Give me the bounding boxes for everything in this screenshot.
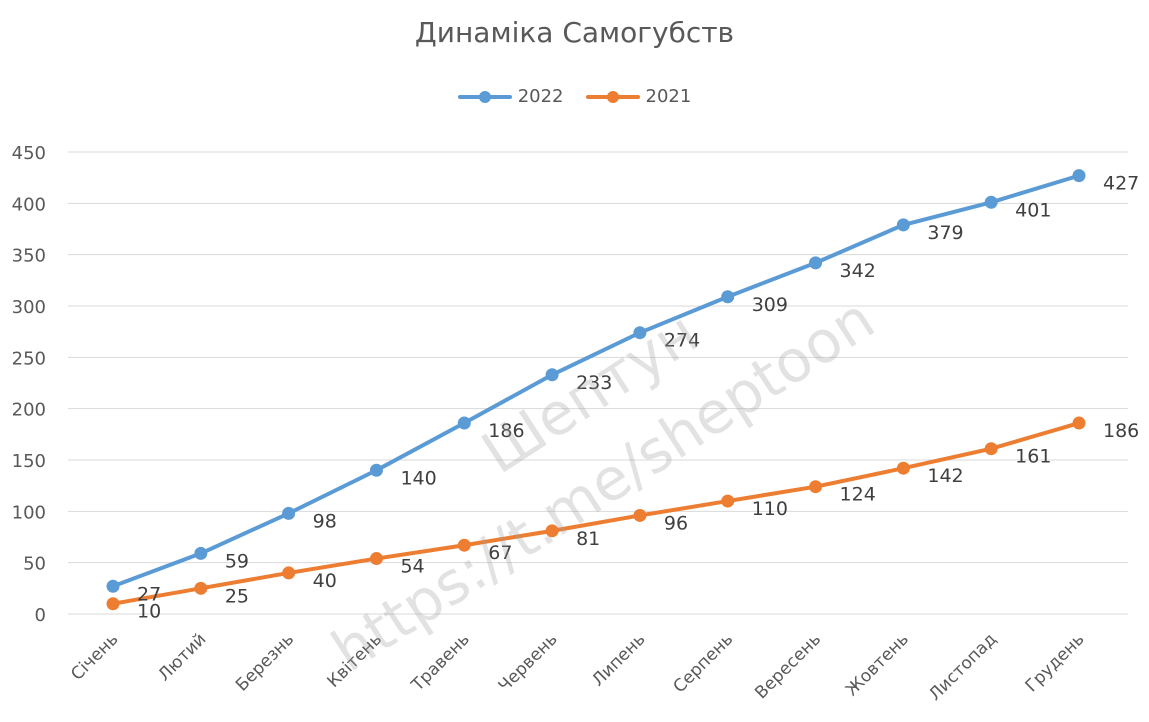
series-2021-point [721,494,735,508]
series-2022-point [721,290,735,304]
y-tick-label: 0 [35,605,46,626]
series-2022-line [111,173,1081,589]
series-2021-point [633,508,647,522]
series-2022-data-label: 401 [1015,199,1051,221]
series-2021-point [106,597,120,611]
gridlines [68,151,1128,615]
y-tick-label: 350 [12,246,46,267]
series-2022-point [457,416,471,430]
x-tick-label: Лютий [154,629,210,685]
series-2022-data-label: 59 [225,550,249,572]
x-tick-label: Січень [67,629,122,684]
legend-item-2021: 2021 [585,86,692,107]
x-tick-label: Квітень [324,629,386,691]
series-2021-data-label: 10 [137,601,161,623]
x-tick-label: Березнь [232,629,298,695]
series-2021-point [282,566,296,580]
series-2022-data-label: 274 [664,330,700,352]
legend-label-2022: 2022 [517,86,564,107]
series-2022-data-label: 233 [576,372,612,394]
series-2021-line [111,421,1081,606]
series-2022-point [106,579,120,593]
series-2022-data-label: 27 [137,583,161,605]
series-2021-data-label: 96 [664,512,688,534]
series-2021-point [809,480,823,494]
series-2021-point [457,538,471,552]
y-tick-label: 100 [12,502,46,523]
series-2021-data-label: 142 [927,465,963,487]
legend-item-2022: 2022 [457,86,564,107]
y-tick-label: 400 [12,194,46,215]
legend-swatch-2021 [585,90,640,103]
series-2022-data-label: 342 [840,260,876,282]
series-2021-point [194,581,208,595]
series-2022-point [194,546,208,560]
series-2022-point [809,256,823,270]
series-2022-data-label: 186 [488,420,524,442]
y-axis-tick-labels: 0 50 100 150 200 250 300 350 400 450 [12,143,46,626]
series-2021-data-label: 81 [576,528,600,550]
legend-label-2021: 2021 [645,86,692,107]
series-2021-point [896,461,910,475]
x-tick-label: Липень [588,629,649,690]
series-2021-point [1072,416,1086,430]
y-tick-label: 150 [12,451,46,472]
series-lines [106,169,1086,611]
series-2021-data-label: 186 [1103,420,1139,442]
y-tick-label: 300 [12,297,46,318]
y-tick-label: 200 [12,400,46,421]
x-tick-label: Червень [495,629,562,696]
x-tick-label: Листопад [925,629,1001,705]
series-2022-point [1072,169,1086,183]
series-2022-data-label: 140 [400,467,436,489]
x-axis-tick-labels: Січень Лютий Березнь Квітень Травень Червень Л… [67,629,1088,705]
x-tick-label: Серпень [670,629,738,697]
chart-title: Динаміка Самогубств [414,16,735,49]
x-tick-label: Травень [407,629,474,696]
x-tick-label: Грудень [1022,629,1089,696]
series-2022-data-label: 379 [927,222,963,244]
series-2021-point [545,524,559,538]
series-2021-data-label: 110 [752,498,788,520]
data-labels: 27 59 98 140 186 233 274 309 342 379 401 427 10 25 40 5… [137,173,1139,623]
series-2022-data-label: 309 [752,294,788,316]
chart-legend: 2022 2021 [0,86,1149,107]
series-2021-data-label: 161 [1015,446,1051,468]
series-2022-point [545,368,559,382]
series-2022-point [633,326,647,340]
series-2021-point [369,552,383,566]
x-tick-label: Жовтень [842,629,913,700]
legend-swatch-2022 [457,90,512,103]
series-2021-data-label: 40 [313,570,337,592]
y-tick-label: 450 [12,143,46,164]
series-2021-point [984,442,998,456]
series-2022-data-label: 427 [1103,173,1139,195]
y-tick-label: 50 [23,554,46,575]
series-2021-data-label: 25 [225,585,249,607]
x-tick-label: Вересень [751,629,825,703]
series-2022-data-label: 98 [313,510,337,532]
y-tick-label: 250 [12,348,46,369]
series-2022-point [984,195,998,209]
series-2021-data-label: 124 [840,484,876,506]
series-2022-point [369,463,383,477]
series-2022-point [896,218,910,232]
series-2021-data-label: 54 [400,556,424,578]
series-2021-data-label: 67 [488,542,512,564]
series-2022-point [282,506,296,520]
